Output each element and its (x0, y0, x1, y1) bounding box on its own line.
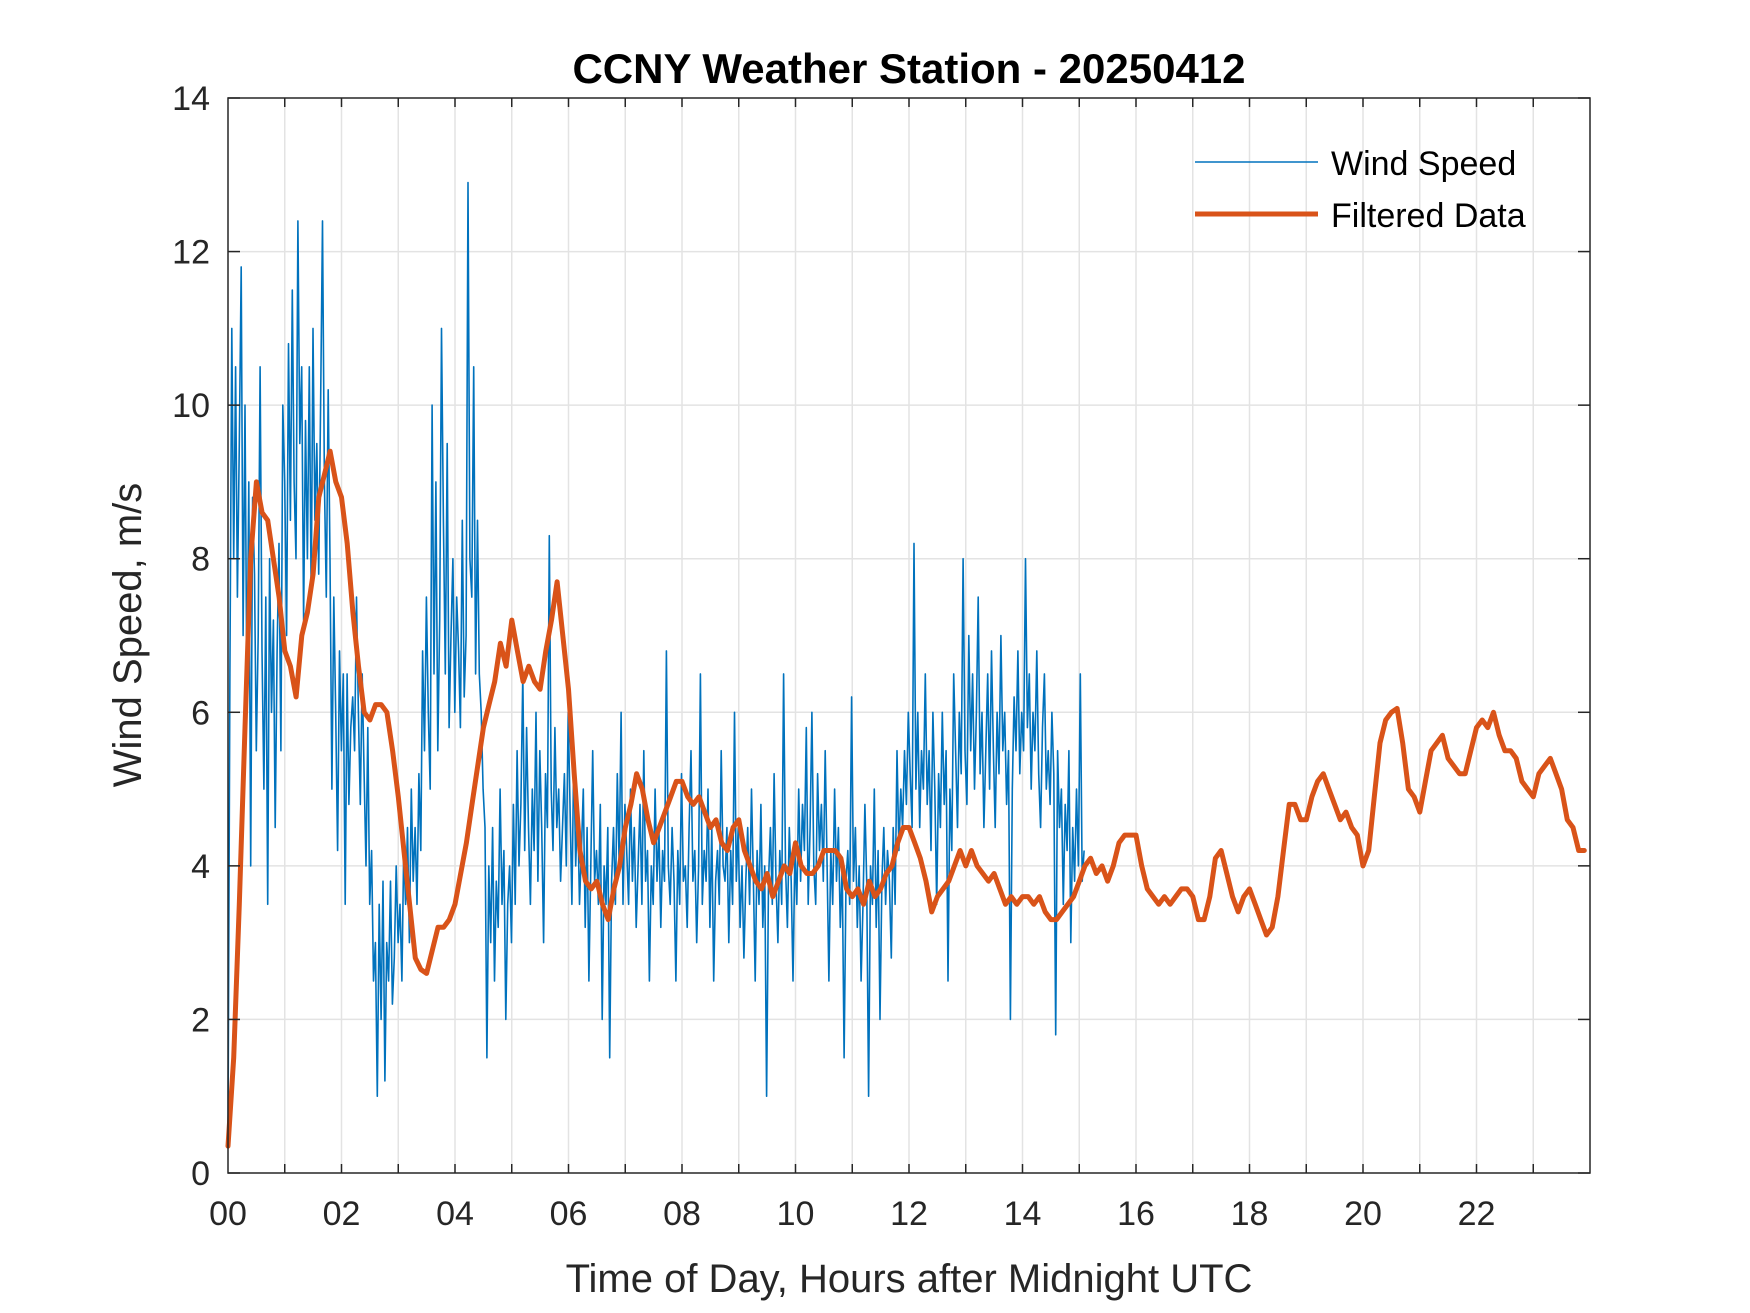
x-tick-label: 12 (890, 1195, 928, 1233)
y-tick-label: 10 (172, 387, 210, 425)
y-tick-label: 6 (191, 694, 210, 732)
x-tick-label: 14 (1004, 1195, 1042, 1233)
x-tick-label: 00 (209, 1195, 247, 1233)
y-tick-label: 12 (172, 234, 210, 272)
grid (228, 98, 1590, 1173)
legend-filtered-data-label: Filtered Data (1331, 197, 1526, 235)
data-series (225, 181, 1587, 1149)
x-tick-label: 06 (550, 1195, 588, 1233)
x-tick-label: 22 (1458, 1195, 1496, 1233)
legend: Wind Speed Filtered Data (1195, 145, 1526, 235)
y-tick-label: 0 (191, 1155, 210, 1193)
legend-wind-speed-label: Wind Speed (1331, 145, 1516, 183)
y-tick-label: 4 (191, 848, 210, 886)
x-axis-title: Time of Day, Hours after Midnight UTC (566, 1257, 1253, 1301)
y-tick-label: 14 (172, 80, 210, 118)
x-tick-label: 16 (1117, 1195, 1155, 1233)
x-tick-label: 10 (777, 1195, 815, 1233)
x-tick-label: 20 (1344, 1195, 1382, 1233)
y-tick-label: 8 (191, 541, 210, 579)
x-tick-label: 18 (1231, 1195, 1269, 1233)
y-axis-title: Wind Speed, m/s (106, 483, 150, 788)
y-tick-label: 2 (191, 1001, 210, 1039)
chart-title: CCNY Weather Station - 20250412 (572, 45, 1245, 92)
x-tick-label: 08 (663, 1195, 701, 1233)
x-tick-label: 02 (323, 1195, 361, 1233)
filtered-data-line (225, 448, 1587, 1149)
x-tick-label: 04 (436, 1195, 474, 1233)
